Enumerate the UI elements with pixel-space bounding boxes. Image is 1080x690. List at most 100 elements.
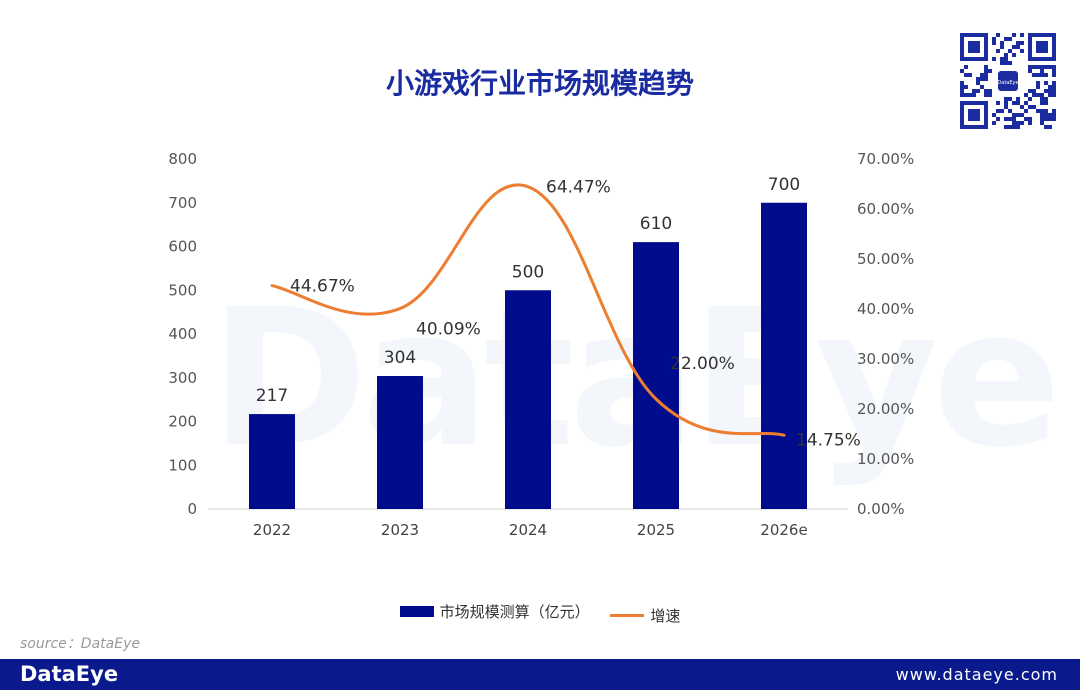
qr-module: [1044, 125, 1048, 129]
qr-module: [996, 33, 1000, 37]
qr-module: [1012, 45, 1016, 49]
qr-module: [1012, 117, 1016, 121]
qr-module: [1008, 109, 1012, 113]
qr-module: [1044, 101, 1048, 105]
legend-line-label: 增速: [650, 607, 681, 625]
qr-module: [1000, 57, 1004, 61]
legend-item-bar: 市场规模测算（亿元）: [399, 601, 590, 622]
qr-module: [980, 73, 984, 77]
qr-module: [968, 73, 972, 77]
legend-line-swatch: [610, 614, 645, 617]
website-link[interactable]: www.dataeye.com: [895, 665, 1058, 684]
qr-module: [1012, 53, 1016, 57]
qr-module: [1040, 69, 1044, 73]
qr-module: [1052, 113, 1056, 117]
qr-module: [984, 65, 988, 69]
qr-module: [1028, 117, 1032, 121]
bar-data-label: 217: [256, 386, 288, 406]
qr-module: [1012, 101, 1016, 105]
y-left-tick-label: 200: [168, 413, 197, 431]
qr-finder-inner: [1036, 41, 1048, 53]
qr-module: [1004, 57, 1008, 61]
qr-module: [1008, 97, 1012, 101]
qr-module: [1020, 121, 1024, 125]
qr-module: [1016, 101, 1020, 105]
qr-module: [1052, 73, 1056, 77]
bar: [249, 414, 295, 509]
qr-module: [1020, 49, 1024, 53]
qr-module: [1004, 53, 1008, 57]
qr-module: [988, 93, 992, 97]
qr-module: [984, 73, 988, 77]
bar: [377, 376, 423, 509]
y-left-tick-label: 700: [168, 194, 197, 212]
qr-module: [960, 69, 964, 73]
brand-logo: DataEye: [20, 662, 119, 686]
bar-data-label: 700: [768, 175, 800, 195]
qr-module: [996, 109, 1000, 113]
chart-legend: 市场规模测算（亿元） 增速: [0, 601, 1080, 626]
qr-module: [1028, 121, 1032, 125]
qr-module: [1028, 105, 1032, 109]
qr-module: [972, 93, 976, 97]
qr-code: DataEye: [960, 33, 1056, 129]
qr-module: [1040, 117, 1044, 121]
y-right-tick-label: 0.00%: [857, 500, 905, 518]
qr-module: [1044, 73, 1048, 77]
qr-module: [1004, 117, 1008, 121]
qr-module: [1036, 93, 1040, 97]
qr-module: [988, 89, 992, 93]
line-data-label: 64.47%: [546, 178, 611, 198]
qr-module: [1012, 33, 1016, 37]
qr-module: [996, 117, 1000, 121]
qr-module: [1044, 97, 1048, 101]
qr-module: [1008, 117, 1012, 121]
bar: [761, 202, 807, 509]
qr-module: [1028, 69, 1032, 73]
qr-module: [992, 121, 996, 125]
qr-module: [1004, 125, 1008, 129]
bar-data-label: 610: [640, 214, 672, 234]
qr-module: [992, 57, 996, 61]
qr-module: [984, 69, 988, 73]
legend-item-line: 增速: [610, 605, 680, 626]
qr-module: [1048, 93, 1052, 97]
qr-module: [1040, 109, 1044, 113]
qr-module: [980, 85, 984, 89]
line-data-label: 22.00%: [670, 354, 735, 374]
growth-line: [270, 183, 786, 437]
line-data-label: 14.75%: [796, 430, 861, 450]
qr-module: [1036, 73, 1040, 77]
qr-module: [1032, 89, 1036, 93]
qr-module: [1032, 105, 1036, 109]
qr-module: [1016, 125, 1020, 129]
qr-module: [1044, 113, 1048, 117]
qr-module: [1040, 113, 1044, 117]
y-right-tick-label: 50.00%: [857, 250, 914, 268]
qr-module: [980, 77, 984, 81]
qr-module: [1032, 93, 1036, 97]
y-right-tick-label: 30.00%: [857, 350, 914, 368]
qr-module: [1024, 109, 1028, 113]
bar: [633, 242, 679, 509]
qr-module: [976, 77, 980, 81]
qr-module: [1048, 89, 1052, 93]
qr-module: [1016, 41, 1020, 45]
qr-module: [1000, 45, 1004, 49]
qr-module: [960, 85, 964, 89]
qr-module: [1004, 97, 1008, 101]
qr-module: [1032, 73, 1036, 77]
qr-module: [1048, 65, 1052, 69]
qr-center-logo: [998, 71, 1018, 91]
y-right-tick-label: 60.00%: [857, 200, 914, 218]
qr-module: [1052, 85, 1056, 89]
bar: [505, 290, 551, 509]
qr-module: [1004, 101, 1008, 105]
line-data-label: 40.09%: [416, 320, 481, 340]
x-tick-label: 2025: [637, 521, 675, 539]
qr-module: [1024, 101, 1028, 105]
qr-module: [1000, 41, 1004, 45]
qr-module: [1028, 97, 1032, 101]
qr-module: [976, 81, 980, 85]
qr-module: [1012, 125, 1016, 129]
